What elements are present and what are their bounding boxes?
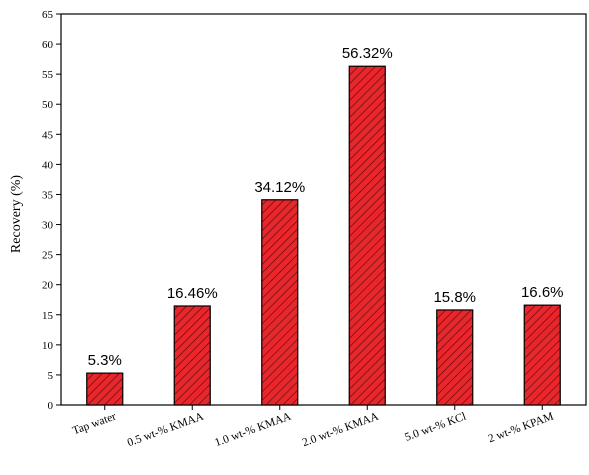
- x-category-label: 1.0 wt-% KMAA: [213, 410, 293, 449]
- y-tick-label: 30: [42, 220, 54, 232]
- y-tick-label: 0: [48, 400, 54, 412]
- y-tick-label: 20: [42, 280, 54, 292]
- x-category-label: 2 wt-% KPAM: [487, 411, 556, 446]
- y-axis-title: Recovery (%): [9, 175, 24, 253]
- bar: [436, 309, 474, 406]
- data-label: 34.12%: [254, 179, 305, 196]
- y-tick-label: 55: [42, 69, 54, 81]
- x-category-label: 0.5 wt-% KMAA: [126, 410, 206, 449]
- x-category-label: 5.0 wt-% KCl: [403, 411, 467, 444]
- y-tick-label: 25: [42, 250, 54, 262]
- bar: [86, 372, 124, 406]
- bar: [523, 304, 561, 406]
- bar: [173, 305, 211, 406]
- plot-frame: [60, 13, 587, 406]
- bar: [348, 65, 386, 406]
- y-tick-label: 45: [42, 129, 54, 141]
- bar: [261, 199, 299, 406]
- data-label: 5.3%: [88, 352, 122, 369]
- y-tick-label: 15: [42, 310, 54, 322]
- y-tick-label: 40: [42, 159, 54, 171]
- y-tick-label: 35: [42, 189, 54, 201]
- x-category-label: Tap water: [71, 410, 118, 437]
- y-tick-label: 5: [48, 370, 54, 382]
- x-category-label: 2.0 wt-% KMAA: [301, 410, 381, 449]
- y-tick-label: 60: [42, 39, 54, 51]
- data-label: 16.46%: [167, 285, 218, 302]
- data-label: 56.32%: [342, 45, 393, 62]
- y-tick-label: 50: [42, 99, 54, 111]
- data-label: 15.8%: [433, 289, 476, 306]
- data-label: 16.6%: [521, 284, 564, 301]
- y-tick-label: 65: [42, 9, 54, 21]
- y-tick-label: 10: [42, 340, 54, 352]
